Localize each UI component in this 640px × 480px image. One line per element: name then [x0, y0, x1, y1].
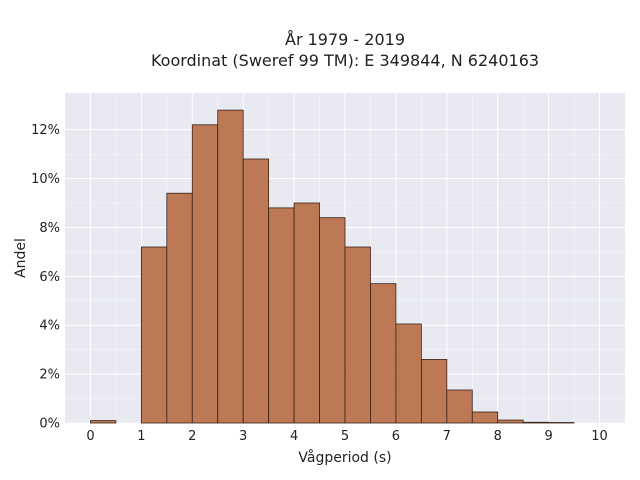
y-tick-label: 12% [31, 123, 60, 138]
y-tick-label: 8% [39, 221, 60, 236]
histogram-bar [319, 217, 346, 424]
y-tick-label: 0% [39, 417, 60, 432]
x-axis-label: Vågperiod (s) [298, 449, 391, 466]
x-tick-label: 9 [544, 429, 552, 444]
histogram-bar [370, 283, 397, 424]
histogram-bar [497, 419, 524, 424]
histogram-bar [395, 323, 422, 424]
x-tick-label: 5 [341, 429, 349, 444]
histogram-bar [293, 202, 320, 424]
x-axis-ticks: 0 1 2 3 4 5 6 7 8 9 10 [86, 429, 608, 444]
x-tick-label: 7 [443, 429, 451, 444]
histogram-bar [471, 411, 499, 424]
x-tick-label: 1 [137, 429, 145, 444]
x-tick-label: 2 [188, 429, 196, 444]
histogram-bar [217, 109, 244, 424]
histogram-bar [242, 158, 270, 424]
x-tick-label: 4 [290, 429, 298, 444]
histogram-bar [522, 421, 550, 424]
y-axis-ticks: 0% 2% 4% 6% 8% 10% 12% [31, 123, 60, 431]
x-tick-label: 3 [239, 429, 247, 444]
histogram-bar [191, 124, 219, 424]
chart-subtitle: Koordinat (Sweref 99 TM): E 349844, N 62… [151, 51, 539, 70]
histogram-bar [268, 207, 295, 424]
y-tick-label: 4% [39, 319, 60, 334]
y-axis-label: Andel [13, 238, 29, 278]
histogram-bar [166, 192, 193, 424]
histogram-bar [140, 246, 168, 424]
chart-title: År 1979 - 2019 [285, 30, 405, 49]
y-tick-label: 10% [31, 172, 60, 187]
y-tick-label: 2% [39, 368, 60, 383]
x-tick-label: 0 [86, 429, 94, 444]
x-tick-label: 6 [392, 429, 400, 444]
histogram-bar [420, 359, 448, 424]
x-tick-label: 8 [494, 429, 502, 444]
histogram-bar [90, 420, 117, 424]
bars-layer [90, 109, 575, 424]
histogram-bar [344, 246, 371, 424]
histogram-bar [446, 389, 473, 424]
x-tick-label: 10 [591, 429, 608, 444]
y-tick-label: 6% [39, 270, 60, 285]
